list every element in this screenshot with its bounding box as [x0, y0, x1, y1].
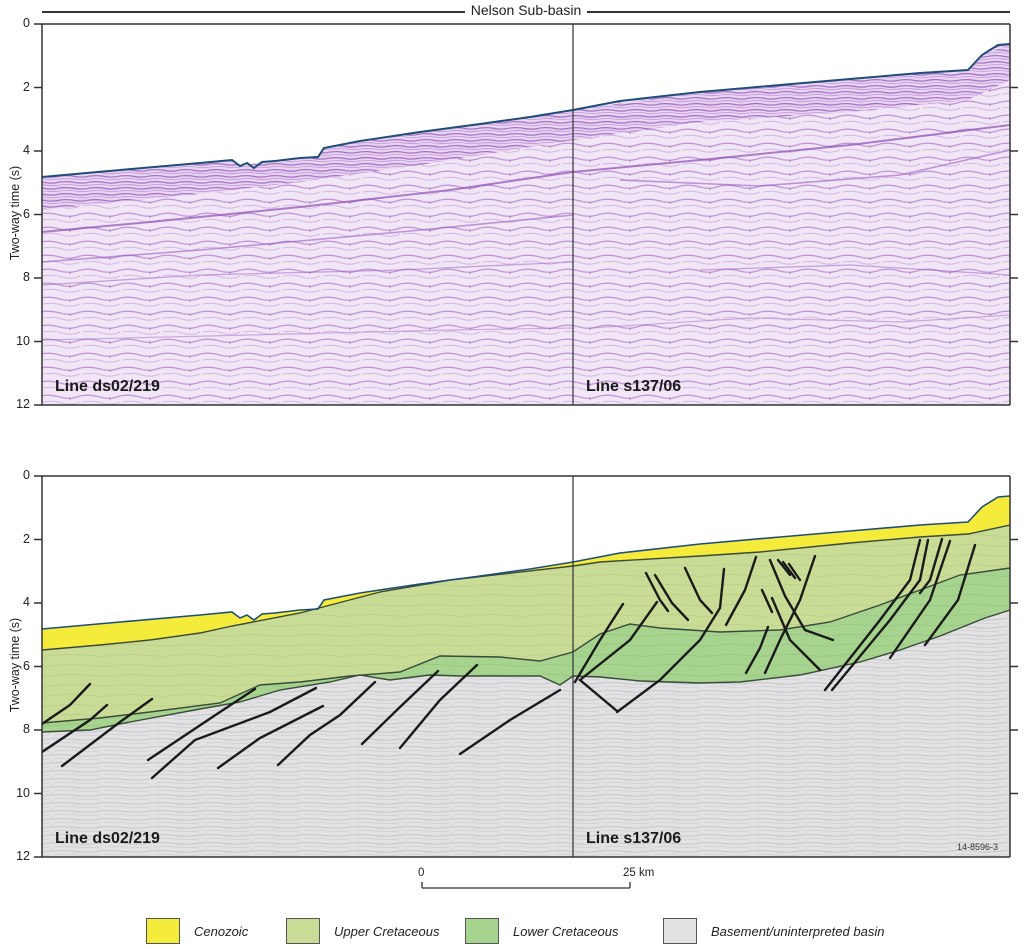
- top-panel-seismic: [42, 43, 1010, 405]
- legend-label: Cenozoic: [194, 923, 249, 939]
- legend-item-lower-cretaceous: Lower Cretaceous: [465, 918, 619, 944]
- scale-end-label: 25 km: [623, 867, 655, 879]
- scale-start-label: 0: [418, 867, 425, 879]
- legend-label: Upper Cretaceous: [334, 923, 440, 939]
- y-tick: 12: [16, 397, 30, 411]
- y-tick: 2: [23, 80, 30, 94]
- top-axis-ticks: [34, 23, 1018, 406]
- y-tick: 0: [23, 16, 30, 30]
- legend-item-basement: Basement/uninterpreted basin: [663, 918, 884, 944]
- y-tick: 2: [23, 532, 30, 546]
- legend-label: Basement/uninterpreted basin: [711, 923, 885, 939]
- y-tick: 10: [16, 334, 30, 348]
- top-right-line-label: Line s137/06: [586, 378, 682, 395]
- top-left-line-label: Line ds02/219: [55, 378, 160, 395]
- figure-id: 14-8596-3: [957, 842, 999, 852]
- figure-title: Nelson Sub-basin: [42, 2, 1010, 22]
- y-tick: 12: [16, 849, 30, 863]
- y-axis-label: Two-way time (s): [8, 165, 22, 261]
- legend-swatch: [465, 918, 499, 944]
- legend-label: Lower Cretaceous: [513, 923, 619, 939]
- fault-lines: [42, 537, 977, 780]
- y-tick: 4: [23, 143, 30, 157]
- legend-swatch: [146, 918, 180, 944]
- legend-item-upper-cretaceous: Upper Cretaceous: [286, 918, 440, 944]
- legend-swatch: [663, 918, 697, 944]
- y-tick: 10: [16, 786, 30, 800]
- y-tick: 0: [23, 468, 30, 482]
- y-tick: 6: [23, 207, 30, 221]
- y-axis-label: Two-way time (s): [8, 617, 22, 713]
- title-text: Nelson Sub-basin: [464, 2, 588, 18]
- bottom-left-line-label: Line ds02/219: [55, 830, 160, 847]
- bottom-right-line-label: Line s137/06: [586, 830, 682, 847]
- legend-item-cenozoic: Cenozoic: [146, 918, 248, 944]
- bottom-panel-interpretation: [42, 476, 1010, 857]
- legend-swatch: [286, 918, 320, 944]
- y-tick: 8: [23, 270, 30, 284]
- bottom-axis-ticks: [34, 475, 1018, 858]
- y-tick: 4: [23, 595, 30, 609]
- y-tick: 6: [23, 659, 30, 673]
- y-tick: 8: [23, 722, 30, 736]
- scale-bar: [421, 882, 631, 889]
